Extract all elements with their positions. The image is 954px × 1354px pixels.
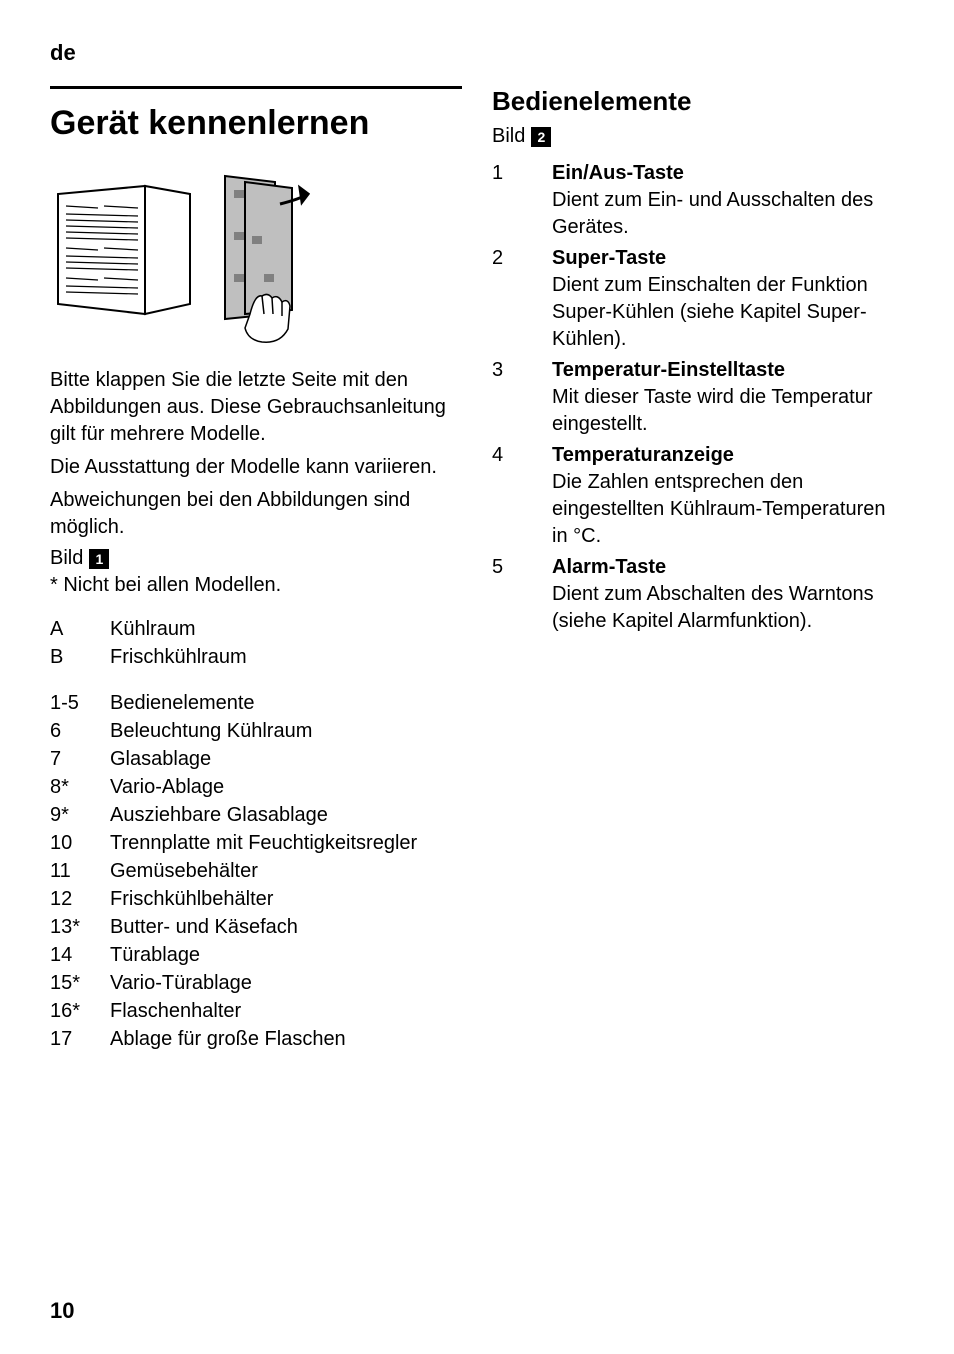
control-description: Dient zum Ein- und Ausschalten des Gerät… [552,187,904,241]
list-item: 11Gemüsebehälter [50,857,462,885]
parts-list: 1-5Bedienelemente6Beleuchtung Kühlraum7G… [50,689,462,1053]
control-number: 4 [492,442,552,550]
intro-paragraph-2: Die Ausstattung der Modelle kann variier… [50,454,462,481]
control-description: Mit dieser Taste wird die Temperatur ein… [552,384,904,438]
section-heading: Gerät kennenlernen [50,105,462,142]
list-item: 1-5Bedienelemente [50,689,462,717]
list-key: 8* [50,773,110,801]
control-description: Die Zahlen entsprechen den eingestellten… [552,469,904,550]
list-value: Ablage für große Flaschen [110,1025,462,1053]
list-key: B [50,643,110,671]
list-value: Flaschenhalter [110,997,462,1025]
list-value: Vario-Türablage [110,969,462,997]
list-value: Gemüsebehälter [110,857,462,885]
list-value: Glasablage [110,745,462,773]
control-description: Dient zum Einschalten der Funktion Super… [552,272,904,353]
list-value: Kühlraum [110,615,462,643]
intro-paragraph-3: Abweichungen bei den Abbildungen sind mö… [50,487,462,541]
controls-list: 1Ein/Aus-TasteDient zum Ein- und Ausscha… [492,160,904,635]
list-key: 17 [50,1025,110,1053]
control-item: 4TemperaturanzeigeDie Zahlen entsprechen… [492,442,904,550]
list-item: 14Türablage [50,941,462,969]
list-key: 1-5 [50,689,110,717]
list-value: Butter- und Käsefach [110,913,462,941]
list-item: 10Trennplatte mit Feuchtigkeitsregler [50,829,462,857]
list-item: 17Ablage für große Flaschen [50,1025,462,1053]
control-body: Ein/Aus-TasteDient zum Ein- und Ausschal… [552,160,904,241]
list-value: Türablage [110,941,462,969]
control-number: 1 [492,160,552,241]
list-key: A [50,615,110,643]
list-key: 15* [50,969,110,997]
list-item: 7Glasablage [50,745,462,773]
list-value: Beleuchtung Kühlraum [110,717,462,745]
intro-paragraph-1: Bitte klappen Sie die letzte Seite mit d… [50,367,462,448]
list-item: 13*Butter- und Käsefach [50,913,462,941]
section-list: A Kühlraum B Frischkühlraum [50,615,462,671]
control-title: Ein/Aus-Taste [552,160,904,187]
control-item: 5Alarm-TasteDient zum Abschalten des War… [492,554,904,635]
control-title: Temperatur-Einstelltaste [552,357,904,384]
list-value: Frischkühlraum [110,643,462,671]
figure-number-badge: 2 [531,127,551,147]
control-number: 3 [492,357,552,438]
list-key: 9* [50,801,110,829]
control-body: Alarm-TasteDient zum Abschalten des Warn… [552,554,904,635]
control-description: Dient zum Abschalten des Warntons (siehe… [552,581,904,635]
list-key: 16* [50,997,110,1025]
list-item: 12Frischkühlbehälter [50,885,462,913]
subsection-heading: Bedienelemente [492,86,904,117]
list-item: B Frischkühlraum [50,643,462,671]
control-item: 2Super-TasteDient zum Einschalten der Fu… [492,245,904,353]
control-body: TemperaturanzeigeDie Zahlen entsprechen … [552,442,904,550]
content-columns: Gerät kennenlernen [50,86,904,1071]
control-number: 2 [492,245,552,353]
figure-label: Bild [50,547,83,570]
right-column: Bedienelemente Bild 2 1Ein/Aus-TasteDien… [492,86,904,1071]
list-item: 8*Vario-Ablage [50,773,462,801]
left-column: Gerät kennenlernen [50,86,462,1071]
manual-foldout-illustration [50,164,462,349]
page-number: 10 [50,1298,74,1324]
list-key: 11 [50,857,110,885]
list-item: 15*Vario-Türablage [50,969,462,997]
control-body: Super-TasteDient zum Einschalten der Fun… [552,245,904,353]
list-item: A Kühlraum [50,615,462,643]
control-body: Temperatur-EinstelltasteMit dieser Taste… [552,357,904,438]
figure-reference-2: Bild 2 [492,125,904,148]
control-title: Alarm-Taste [552,554,904,581]
list-key: 10 [50,829,110,857]
control-item: 3Temperatur-EinstelltasteMit dieser Tast… [492,357,904,438]
list-key: 12 [50,885,110,913]
list-value: Vario-Ablage [110,773,462,801]
figure-reference-1: Bild 1 [50,547,462,570]
control-title: Temperaturanzeige [552,442,904,469]
list-item: 9*Ausziehbare Glasablage [50,801,462,829]
list-value: Trennplatte mit Feuchtigkeitsregler [110,829,462,857]
list-value: Frischkühlbehälter [110,885,462,913]
figure-label: Bild [492,125,525,148]
control-item: 1Ein/Aus-TasteDient zum Ein- und Ausscha… [492,160,904,241]
list-key: 7 [50,745,110,773]
control-number: 5 [492,554,552,635]
list-value: Ausziehbare Glasablage [110,801,462,829]
list-item: 16*Flaschenhalter [50,997,462,1025]
list-item: 6Beleuchtung Kühlraum [50,717,462,745]
control-title: Super-Taste [552,245,904,272]
list-value: Bedienelemente [110,689,462,717]
footnote-text: * Nicht bei allen Modellen. [50,574,462,597]
figure-number-badge: 1 [89,549,109,569]
list-key: 6 [50,717,110,745]
language-code: de [50,40,904,66]
list-key: 13* [50,913,110,941]
section-divider [50,86,462,89]
list-key: 14 [50,941,110,969]
